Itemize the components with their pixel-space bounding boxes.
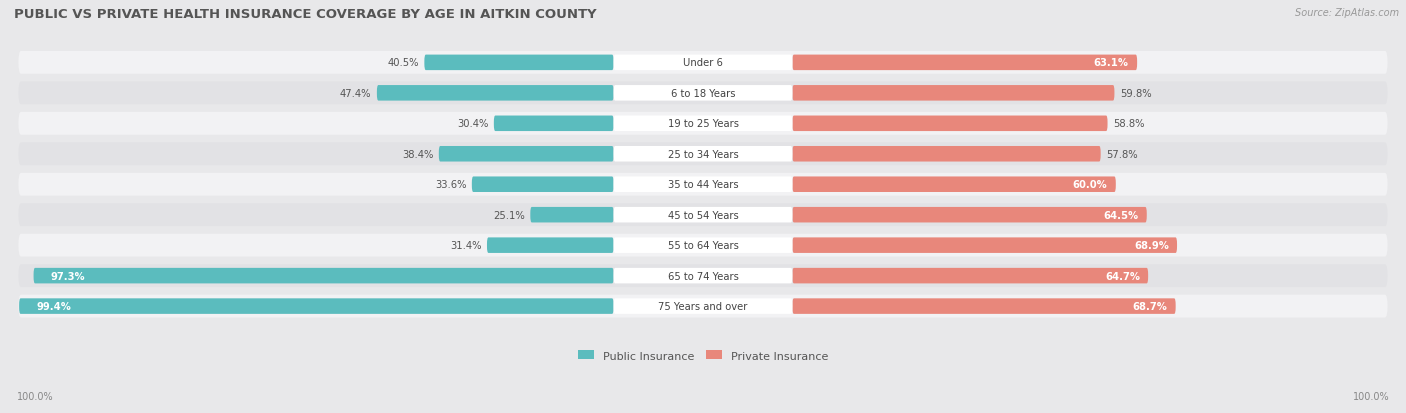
Text: 47.4%: 47.4% [340, 89, 371, 99]
FancyBboxPatch shape [425, 55, 613, 71]
FancyBboxPatch shape [472, 177, 613, 192]
FancyBboxPatch shape [793, 238, 1177, 253]
FancyBboxPatch shape [439, 147, 613, 162]
Text: 75 Years and over: 75 Years and over [658, 301, 748, 311]
FancyBboxPatch shape [18, 234, 1388, 257]
Text: 40.5%: 40.5% [388, 58, 419, 68]
FancyBboxPatch shape [18, 295, 1388, 318]
Text: 99.4%: 99.4% [37, 301, 72, 311]
FancyBboxPatch shape [613, 207, 793, 223]
Text: 45 to 54 Years: 45 to 54 Years [668, 210, 738, 220]
FancyBboxPatch shape [18, 265, 1388, 287]
FancyBboxPatch shape [18, 52, 1388, 75]
Text: 65 to 74 Years: 65 to 74 Years [668, 271, 738, 281]
Text: Source: ZipAtlas.com: Source: ZipAtlas.com [1295, 8, 1399, 18]
FancyBboxPatch shape [613, 86, 793, 101]
Text: 97.3%: 97.3% [51, 271, 86, 281]
FancyBboxPatch shape [613, 177, 793, 192]
Text: 19 to 25 Years: 19 to 25 Years [668, 119, 738, 129]
Text: 60.0%: 60.0% [1073, 180, 1108, 190]
Text: Under 6: Under 6 [683, 58, 723, 68]
Text: 35 to 44 Years: 35 to 44 Years [668, 180, 738, 190]
FancyBboxPatch shape [613, 238, 793, 253]
Text: 33.6%: 33.6% [434, 180, 467, 190]
FancyBboxPatch shape [793, 116, 1108, 132]
Text: 57.8%: 57.8% [1107, 150, 1137, 159]
Text: 58.8%: 58.8% [1114, 119, 1144, 129]
FancyBboxPatch shape [793, 299, 1175, 314]
FancyBboxPatch shape [793, 55, 1137, 71]
FancyBboxPatch shape [793, 268, 1149, 284]
FancyBboxPatch shape [793, 86, 1115, 101]
FancyBboxPatch shape [20, 299, 613, 314]
FancyBboxPatch shape [613, 55, 793, 71]
Text: 100.0%: 100.0% [1353, 391, 1389, 401]
Text: 68.7%: 68.7% [1132, 301, 1167, 311]
FancyBboxPatch shape [18, 204, 1388, 227]
FancyBboxPatch shape [613, 116, 793, 132]
FancyBboxPatch shape [613, 299, 793, 314]
FancyBboxPatch shape [18, 113, 1388, 135]
Text: 55 to 64 Years: 55 to 64 Years [668, 241, 738, 251]
Text: 64.7%: 64.7% [1105, 271, 1140, 281]
FancyBboxPatch shape [613, 268, 793, 284]
Text: 30.4%: 30.4% [457, 119, 488, 129]
FancyBboxPatch shape [530, 207, 613, 223]
FancyBboxPatch shape [486, 238, 613, 253]
FancyBboxPatch shape [613, 147, 793, 162]
FancyBboxPatch shape [377, 86, 613, 101]
Text: 31.4%: 31.4% [450, 241, 481, 251]
FancyBboxPatch shape [18, 82, 1388, 105]
FancyBboxPatch shape [793, 177, 1116, 192]
FancyBboxPatch shape [18, 143, 1388, 166]
Text: 63.1%: 63.1% [1094, 58, 1129, 68]
FancyBboxPatch shape [34, 268, 613, 284]
Text: 59.8%: 59.8% [1121, 89, 1152, 99]
Text: PUBLIC VS PRIVATE HEALTH INSURANCE COVERAGE BY AGE IN AITKIN COUNTY: PUBLIC VS PRIVATE HEALTH INSURANCE COVER… [14, 8, 596, 21]
Legend: Public Insurance, Private Insurance: Public Insurance, Private Insurance [574, 346, 832, 365]
FancyBboxPatch shape [18, 173, 1388, 196]
Text: 38.4%: 38.4% [402, 150, 433, 159]
Text: 100.0%: 100.0% [17, 391, 53, 401]
FancyBboxPatch shape [793, 147, 1101, 162]
Text: 64.5%: 64.5% [1104, 210, 1139, 220]
Text: 25.1%: 25.1% [494, 210, 524, 220]
Text: 25 to 34 Years: 25 to 34 Years [668, 150, 738, 159]
Text: 68.9%: 68.9% [1133, 241, 1168, 251]
Text: 6 to 18 Years: 6 to 18 Years [671, 89, 735, 99]
FancyBboxPatch shape [494, 116, 613, 132]
FancyBboxPatch shape [793, 207, 1147, 223]
